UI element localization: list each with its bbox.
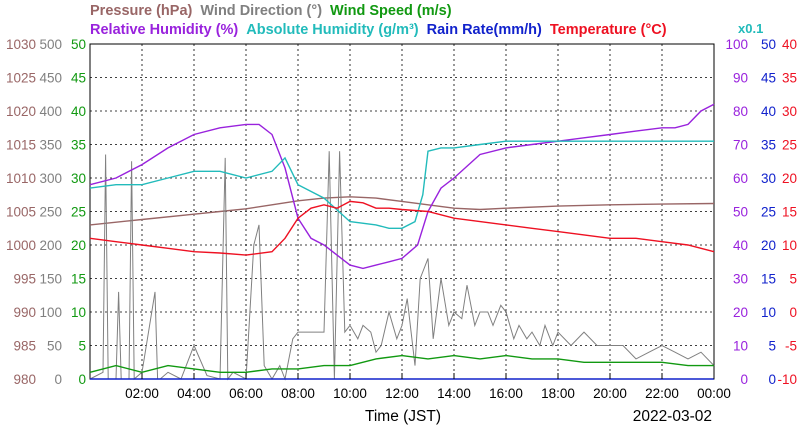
pressure-tick-label: 980 xyxy=(13,372,36,387)
rain-rate-tick-label: 40 xyxy=(761,104,776,119)
humidity-tick-label: 50 xyxy=(733,205,748,220)
humidity-tick-label: 40 xyxy=(733,238,748,253)
x-axis-label: Time (JST) xyxy=(365,408,441,425)
legend: Pressure (hPa) Wind Direction (°) Wind Spe… xyxy=(90,3,763,38)
legend-entry: Temperature (°C) xyxy=(550,22,667,38)
temperature-tick-label: -5 xyxy=(785,339,797,354)
wind-speed-tick-label: 30 xyxy=(71,171,86,186)
legend-entry: Wind Speed (m/s) xyxy=(330,3,452,19)
temperature-tick-label: 35 xyxy=(782,71,797,86)
date-label: 2022-03-02 xyxy=(633,408,712,425)
legend-entry: Relative Humidity (%) xyxy=(90,22,238,38)
pressure-tick-label: 985 xyxy=(13,339,36,354)
rain-rate-tick-label: 30 xyxy=(761,171,776,186)
x-tick-label: 16:00 xyxy=(489,386,523,401)
humidity-tick-label: 70 xyxy=(733,138,748,153)
grid xyxy=(90,44,714,379)
temperature-tick-label: 25 xyxy=(782,138,797,153)
humidity-tick-label: 10 xyxy=(733,339,748,354)
wind-speed-tick-label: 45 xyxy=(71,71,86,86)
temperature-tick-label: 5 xyxy=(789,272,797,287)
wind-speed-tick-label: 25 xyxy=(71,205,86,220)
pressure-tick-label: 1010 xyxy=(6,171,36,186)
wind-speed-tick-label: 50 xyxy=(71,37,86,52)
temperature-tick-label: -10 xyxy=(777,372,797,387)
pressure-tick-label: 1020 xyxy=(6,104,36,119)
humidity-tick-label: 0 xyxy=(740,372,748,387)
wind-speed-tick-label: 40 xyxy=(71,104,86,119)
wind-direction-tick-label: 250 xyxy=(39,205,62,220)
x-tick-label: 10:00 xyxy=(333,386,367,401)
series-wind-direction xyxy=(89,151,715,381)
rain-rate-tick-label: 15 xyxy=(761,272,776,287)
wind-direction-tick-label: 150 xyxy=(39,272,62,287)
temperature-tick-label: 30 xyxy=(782,104,797,119)
pressure-tick-label: 1030 xyxy=(6,37,36,52)
series-layer xyxy=(89,103,715,381)
x-tick-label: 22:00 xyxy=(645,386,679,401)
rain-rate-tick-label: 0 xyxy=(768,372,776,387)
humidity-tick-label: 90 xyxy=(733,71,748,86)
wind-direction-tick-label: 350 xyxy=(39,138,62,153)
wind-speed-tick-label: 10 xyxy=(71,305,86,320)
humidity-tick-label: 60 xyxy=(733,171,748,186)
wind-direction-tick-label: 450 xyxy=(39,71,62,86)
x-tick-label: 04:00 xyxy=(177,386,211,401)
temperature-tick-label: 40 xyxy=(782,37,797,52)
legend-entry: Pressure (hPa) xyxy=(90,3,193,19)
humidity-tick-label: 30 xyxy=(733,272,748,287)
temperature-tick-label: 15 xyxy=(782,205,797,220)
rain-rate-tick-label: 50 xyxy=(761,37,776,52)
wind-speed-tick-label: 35 xyxy=(71,138,86,153)
wind-direction-tick-label: 500 xyxy=(39,37,62,52)
wind-direction-tick-label: 50 xyxy=(47,339,62,354)
wind-speed-tick-label: 20 xyxy=(71,238,86,253)
humidity-tick-label: 100 xyxy=(725,37,748,52)
series-relative-humidity xyxy=(89,103,715,270)
humidity-tick-label: 20 xyxy=(733,305,748,320)
rain-rate-tick-label: 10 xyxy=(761,305,776,320)
x-tick-label: 08:00 xyxy=(281,386,315,401)
series-wind-speed-m-s xyxy=(89,354,714,374)
wind-direction-tick-label: 300 xyxy=(39,171,62,186)
rain-rate-tick-label: 35 xyxy=(761,138,776,153)
rain-rate-tick-label: 20 xyxy=(761,238,776,253)
x-tick-label: 14:00 xyxy=(437,386,471,401)
series-absolute-humidity-g-m xyxy=(89,140,714,230)
pressure-tick-label: 1005 xyxy=(6,205,36,220)
temperature-tick-label: 20 xyxy=(782,171,797,186)
series-pressure-hpa xyxy=(89,196,715,226)
x-tick-label: 00:00 xyxy=(697,386,731,401)
wind-direction-tick-label: 0 xyxy=(54,372,62,387)
x-tick-label: 02:00 xyxy=(125,386,159,401)
x-tick-label: 06:00 xyxy=(229,386,263,401)
wind-speed-tick-label: 0 xyxy=(78,372,86,387)
pressure-tick-label: 1000 xyxy=(6,238,36,253)
legend-entry: Absolute Humidity (g/m³) xyxy=(246,22,419,38)
humidity-tick-label: 80 xyxy=(733,104,748,119)
rain-rate-tick-label: 5 xyxy=(768,339,776,354)
wind-speed-tick-label: 5 xyxy=(78,339,86,354)
series-temperature-c xyxy=(89,200,715,256)
x-tick-label: 12:00 xyxy=(385,386,419,401)
wind-direction-tick-label: 400 xyxy=(39,104,62,119)
rain-rate-tick-label: 45 xyxy=(761,71,776,86)
axes-layer: 1030102510201015101010051000995990985980… xyxy=(6,37,797,401)
wind-direction-tick-label: 100 xyxy=(39,305,62,320)
x-tick-label: 20:00 xyxy=(593,386,627,401)
pressure-tick-label: 990 xyxy=(13,305,36,320)
multiplier-note: x0.1 xyxy=(738,21,763,36)
pressure-tick-label: 1025 xyxy=(6,71,36,86)
x-tick-label: 18:00 xyxy=(541,386,575,401)
rain-rate-tick-label: 25 xyxy=(761,205,776,220)
temperature-tick-label: 0 xyxy=(789,305,797,320)
pressure-tick-label: 1015 xyxy=(6,138,36,153)
wind-speed-tick-label: 15 xyxy=(71,272,86,287)
temperature-tick-label: 10 xyxy=(782,238,797,253)
legend-entry: Wind Direction (°) xyxy=(200,3,322,19)
legend-entry: Rain Rate(mm/h) xyxy=(427,22,542,38)
wind-direction-tick-label: 200 xyxy=(39,238,62,253)
pressure-tick-label: 995 xyxy=(13,272,36,287)
